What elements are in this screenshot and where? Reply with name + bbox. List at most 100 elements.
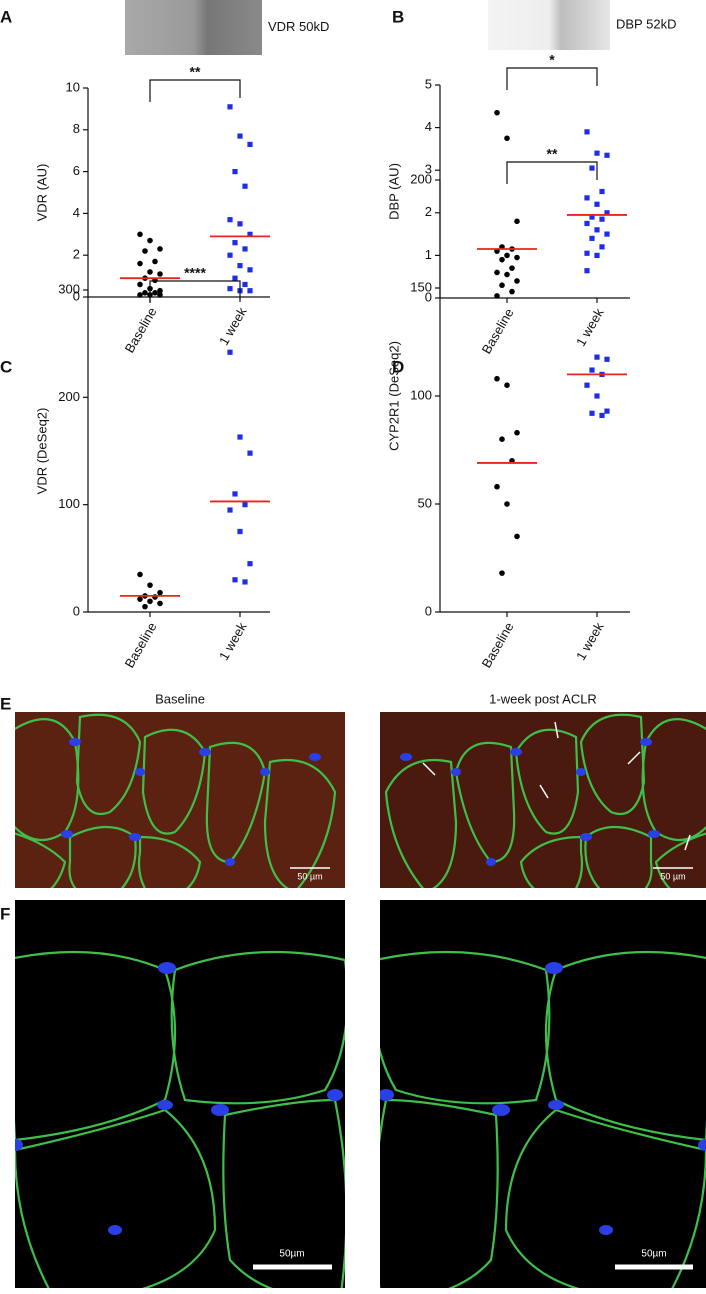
y-tick-label: 2: [73, 247, 80, 262]
blot-label: VDR 50kD: [268, 19, 329, 34]
data-point: [242, 183, 248, 189]
data-point: [589, 214, 595, 220]
data-point: [227, 507, 233, 513]
data-point: [157, 271, 163, 277]
y-tick-label: 4: [425, 119, 432, 134]
data-point: [227, 252, 233, 258]
data-point: [604, 231, 610, 237]
data-point: [499, 256, 505, 263]
data-point: [589, 165, 595, 171]
y-tick-label: 4: [73, 205, 80, 220]
data-point: [227, 104, 233, 110]
data-point: [594, 354, 600, 360]
y-tick-label: 2: [425, 204, 432, 219]
data-point: [147, 269, 153, 275]
data-point: [242, 246, 248, 252]
panel-letter: C: [0, 357, 12, 376]
x-tick-label: Baseline: [479, 620, 517, 671]
data-point: [604, 152, 610, 158]
scale-bar-label: 50 µm: [297, 871, 322, 881]
y-axis-label: VDR (DeSeq2): [34, 408, 49, 495]
y-tick-label: 100: [410, 387, 432, 402]
data-point: [589, 235, 595, 241]
scale-bar-label: 50 µm: [660, 871, 685, 881]
data-point: [509, 288, 515, 295]
data-point: [584, 382, 590, 388]
significance-label: **: [547, 146, 558, 162]
y-tick-label: 0: [73, 603, 80, 618]
data-point: [594, 227, 600, 233]
significance-bracket: [506, 67, 598, 90]
data-point: [152, 290, 158, 296]
scale-bar-label: 50µm: [641, 1249, 666, 1260]
data-point: [152, 258, 158, 265]
data-point: [142, 603, 148, 610]
data-point: [247, 141, 253, 148]
data-point: [584, 220, 590, 227]
data-point: [147, 598, 153, 605]
significance-label: ****: [184, 265, 206, 281]
data-point: [232, 240, 238, 246]
western-blot: [125, 0, 262, 55]
data-point: [599, 412, 605, 419]
data-point: [157, 292, 163, 298]
x-tick-label: 1 week: [573, 619, 607, 663]
data-point: [247, 231, 253, 237]
data-point: [599, 244, 605, 250]
image-title: 1-week post ACLR: [489, 691, 597, 706]
y-tick-label: 200: [58, 389, 80, 404]
data-point: [242, 502, 248, 508]
data-point: [142, 290, 148, 296]
data-point: [237, 133, 243, 139]
data-point: [247, 561, 253, 567]
data-point: [499, 436, 505, 443]
data-point: [237, 434, 243, 440]
x-tick-label: Baseline: [122, 305, 160, 356]
data-point: [137, 596, 143, 602]
y-tick-label: 0: [425, 603, 432, 618]
panel-letter: B: [392, 7, 404, 26]
blot-label: DBP 52kD: [616, 16, 676, 31]
data-point: [142, 248, 148, 254]
data-point: [232, 169, 238, 175]
significance-label: *: [549, 52, 555, 68]
data-point: [242, 579, 248, 585]
panel-letter: A: [0, 7, 12, 26]
significance-bracket: [149, 79, 241, 102]
data-point: [504, 501, 510, 507]
data-point: [247, 288, 253, 294]
data-point: [599, 188, 605, 195]
data-point: [137, 281, 143, 288]
data-point: [247, 450, 253, 456]
micrograph: [380, 900, 706, 1288]
data-point: [494, 375, 500, 382]
data-point: [147, 582, 153, 588]
data-point: [514, 254, 520, 261]
data-point: [584, 195, 590, 201]
western-blot: [488, 0, 610, 50]
panel-letter: D: [392, 357, 404, 376]
y-tick-label: 200: [410, 171, 432, 186]
data-point: [237, 221, 243, 227]
y-axis-label: VDR (AU): [34, 164, 49, 222]
y-tick-label: 150: [410, 279, 432, 294]
y-tick-label: 5: [425, 76, 432, 91]
data-point: [137, 292, 143, 298]
y-tick-label: 0: [73, 288, 80, 303]
data-point: [494, 483, 500, 490]
significance-label: **: [190, 64, 201, 80]
data-point: [599, 216, 605, 222]
data-point: [232, 491, 238, 497]
data-point: [499, 570, 505, 576]
y-tick-label: 0: [425, 289, 432, 304]
significance-bracket: [149, 280, 241, 303]
y-tick-label: 1: [425, 247, 432, 262]
x-tick-label: Baseline: [479, 306, 517, 357]
data-point: [589, 367, 595, 373]
y-tick-label: 50: [418, 495, 432, 510]
y-axis-label: DBP (AU): [386, 163, 401, 220]
micrograph: [380, 712, 706, 888]
micrograph: [15, 900, 345, 1288]
data-point: [157, 589, 163, 596]
